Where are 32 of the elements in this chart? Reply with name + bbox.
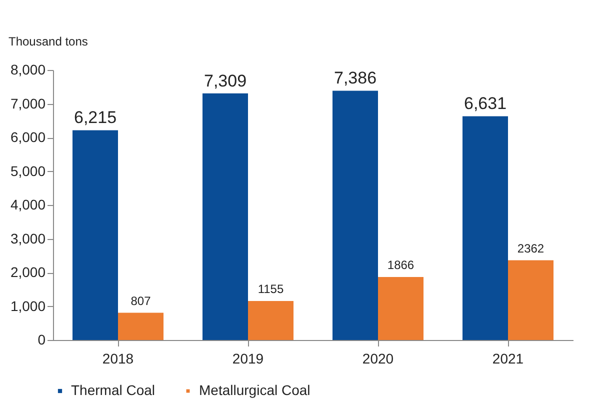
y-axis-title: Thousand tons <box>8 34 88 48</box>
bar <box>378 277 424 340</box>
data-label: 1866 <box>387 258 414 272</box>
y-tick-label: 8,000 <box>10 62 46 78</box>
legend-label: Metallurgical Coal <box>199 382 310 398</box>
bar <box>202 93 248 340</box>
data-label: 6,215 <box>74 108 117 128</box>
bar <box>462 116 508 340</box>
y-tick-label: 3,000 <box>10 230 46 246</box>
data-label: 1155 <box>258 282 284 296</box>
x-tick-label: 2019 <box>232 350 264 366</box>
x-tick-label: 2020 <box>362 350 394 366</box>
data-label: 6,631 <box>464 94 507 114</box>
x-tick-label: 2018 <box>102 350 134 366</box>
y-tick-label: 0 <box>38 332 46 348</box>
data-label: 7,386 <box>334 68 377 88</box>
y-tick-label: 6,000 <box>10 129 46 145</box>
x-tick-label: 2021 <box>492 350 524 366</box>
bar <box>118 312 164 340</box>
bar <box>72 130 118 340</box>
data-label: 7,309 <box>204 71 247 90</box>
legend-label: Thermal Coal <box>71 382 156 398</box>
bar <box>508 260 554 340</box>
y-tick-label: 7,000 <box>10 95 46 112</box>
data-label: 807 <box>130 294 152 308</box>
data-label: 2362 <box>517 241 544 256</box>
bar <box>248 301 294 340</box>
y-tick-label: 1,000 <box>10 298 46 314</box>
bar <box>332 90 378 340</box>
y-tick-label: 4,000 <box>10 196 46 212</box>
y-tick-label: 2,000 <box>10 264 46 280</box>
y-tick-label: 5,000 <box>10 162 46 179</box>
